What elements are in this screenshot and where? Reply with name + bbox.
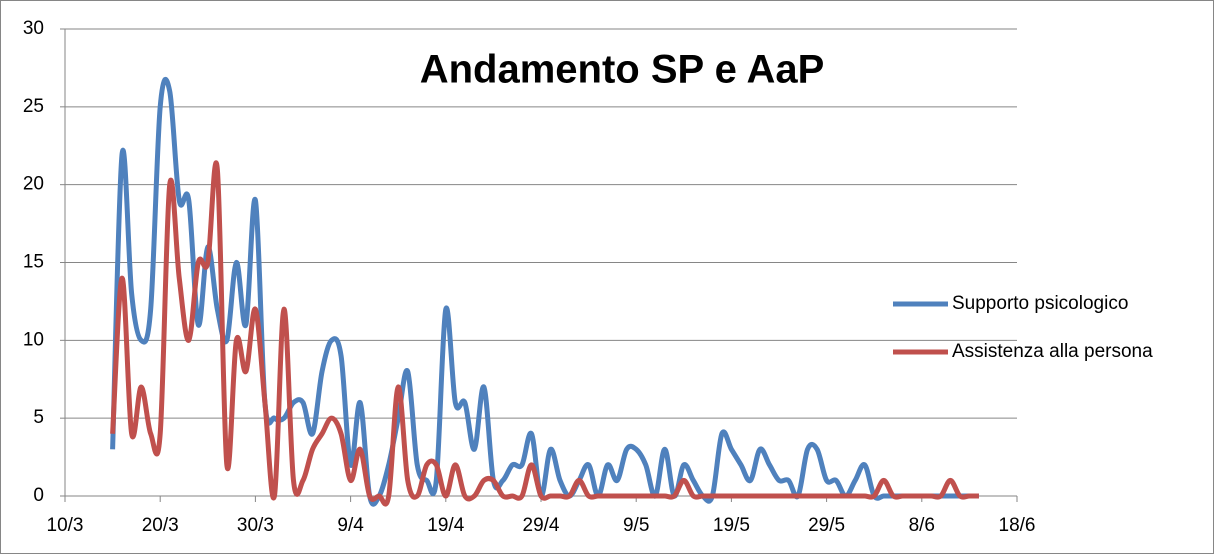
y-tick-label: 25 [23, 96, 44, 117]
series-line [110, 160, 979, 507]
x-tick-label: 30/3 [237, 515, 274, 536]
y-tick-label: 30 [23, 18, 44, 39]
x-tick-label: 29/5 [808, 515, 845, 536]
x-tick-label: 29/4 [523, 515, 560, 536]
x-tick-label: 20/3 [142, 515, 179, 536]
y-tick-label: 0 [33, 485, 44, 506]
x-tick-label: 10/3 [47, 515, 84, 536]
legend-label: Supporto psicologico [952, 293, 1128, 314]
x-tick-label: 8/6 [909, 515, 935, 536]
x-tick-label: 9/4 [337, 515, 364, 536]
chart-title: Andamento SP e AaP [420, 48, 825, 92]
x-tick-label: 18/6 [999, 515, 1036, 536]
y-tick-label: 10 [23, 329, 44, 350]
y-tick-label: 5 [33, 407, 44, 428]
series-line [110, 77, 979, 507]
y-tick-label: 15 [23, 252, 44, 273]
x-tick-label: 9/5 [623, 515, 649, 536]
x-tick-label: 19/4 [427, 515, 464, 536]
legend-label: Assistenza alla persona [952, 341, 1153, 362]
y-tick-label: 20 [23, 174, 44, 195]
x-tick-label: 19/5 [713, 515, 750, 536]
